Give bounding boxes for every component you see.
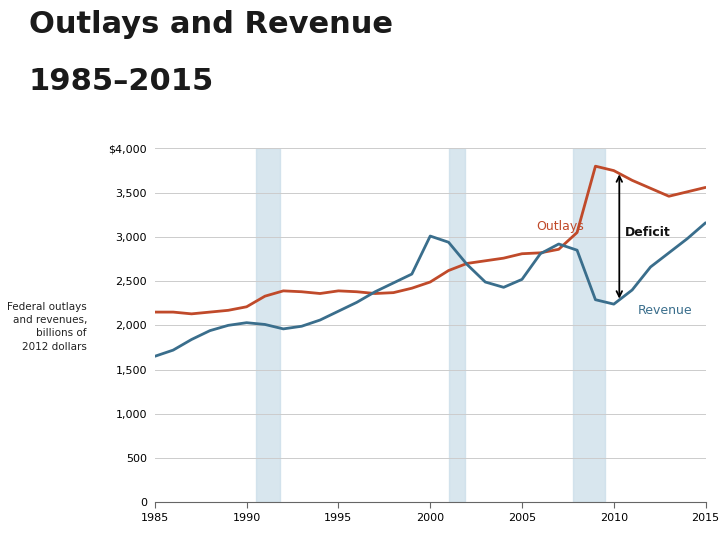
- Text: Outlays and Revenue: Outlays and Revenue: [29, 10, 393, 39]
- Text: Outlays: Outlays: [536, 220, 585, 233]
- Bar: [256, 148, 279, 502]
- Text: 1985–2015: 1985–2015: [29, 68, 214, 97]
- Bar: [449, 148, 465, 502]
- Text: Federal outlays
and revenues,
billions of
2012 dollars: Federal outlays and revenues, billions o…: [7, 302, 87, 352]
- Text: Deficit: Deficit: [625, 226, 670, 239]
- Text: Revenue: Revenue: [638, 304, 693, 317]
- Bar: [573, 148, 605, 502]
